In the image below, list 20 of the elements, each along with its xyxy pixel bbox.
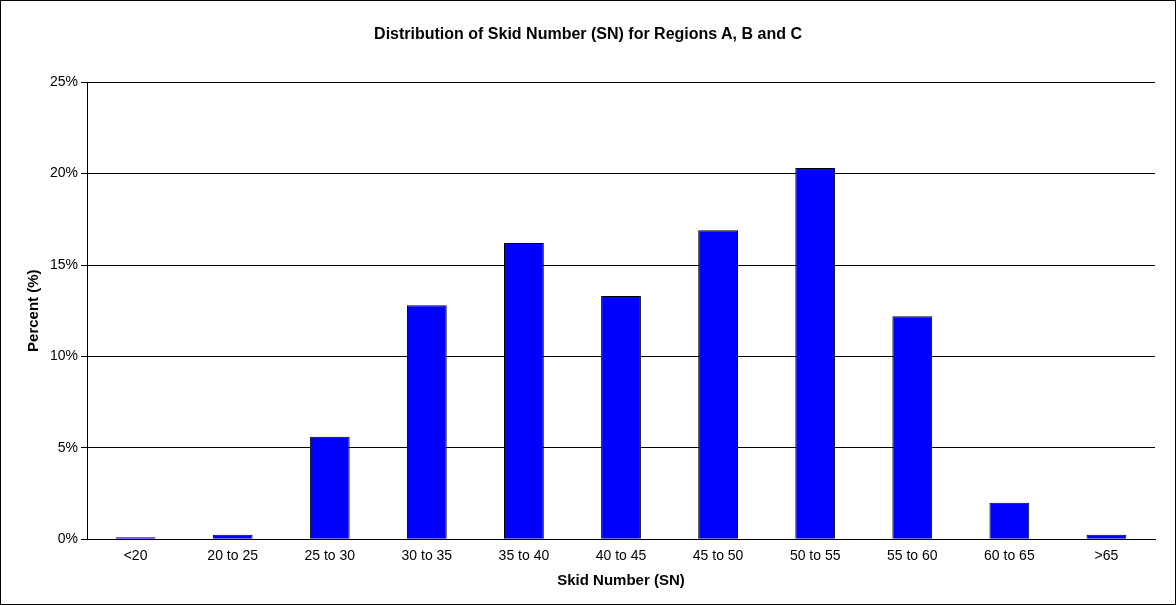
x-tick-label: >65 bbox=[1094, 547, 1119, 564]
x-tick-label: 55 to 60 bbox=[886, 547, 938, 564]
y-tick-label: 15% bbox=[49, 255, 79, 272]
y-tick-label: 25% bbox=[49, 73, 79, 90]
x-axis-title: Skid Number (SN) bbox=[557, 571, 685, 589]
y-tick-label: 0% bbox=[57, 530, 79, 547]
y-tick-label: 10% bbox=[49, 347, 79, 364]
x-tick-label: 30 to 35 bbox=[401, 547, 453, 564]
y-tick-label: 5% bbox=[57, 438, 79, 455]
x-tick-label: 60 to 65 bbox=[984, 547, 1035, 564]
x-tick-label: 50 to 55 bbox=[789, 547, 841, 564]
x-tick-label: 25 to 30 bbox=[304, 547, 356, 564]
x-tick-label: 20 to 25 bbox=[207, 547, 259, 564]
x-tick-label: 45 to 50 bbox=[692, 547, 744, 564]
x-tick-label: 35 to 40 bbox=[498, 547, 550, 564]
chart-title: Distribution of Skid Number (SN) for Regions A, B and C bbox=[374, 25, 803, 43]
y-tick-label: 20% bbox=[49, 164, 79, 181]
y-axis-title: Percent (%) bbox=[24, 269, 42, 352]
x-tick-label: <20 bbox=[123, 547, 148, 564]
x-tick-label: 40 to 45 bbox=[595, 547, 647, 564]
